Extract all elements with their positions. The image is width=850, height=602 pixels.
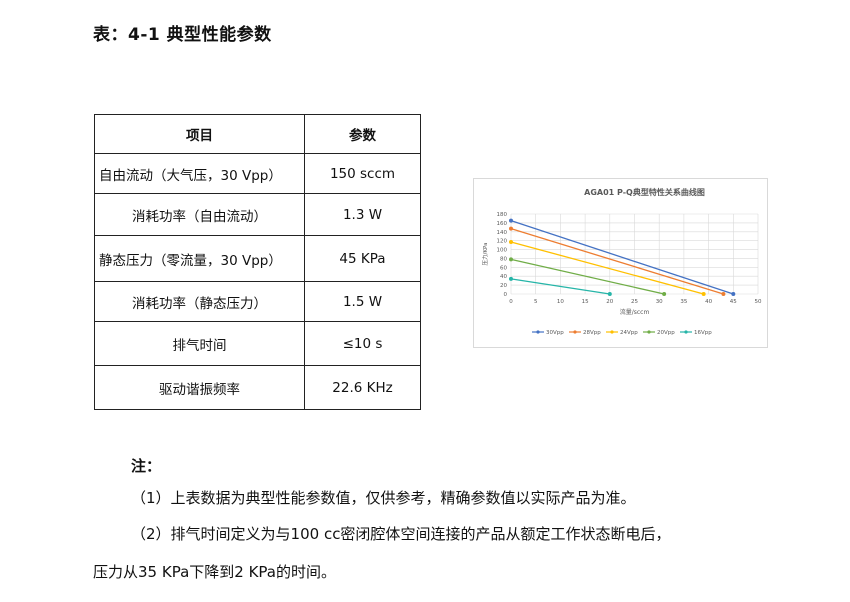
legend-marker xyxy=(536,330,540,334)
row-value: ≤10 s xyxy=(304,321,421,366)
row-value: 1.3 W xyxy=(304,193,421,236)
row-item: 排气时间 xyxy=(94,321,305,366)
chart-title: AGA01 P-Q典型特性关系曲线图 xyxy=(584,187,705,197)
legend-entry: 20Vpp xyxy=(657,330,675,336)
row-item: 驱动谐振频率 xyxy=(94,365,305,410)
x-tick-label: 25 xyxy=(631,299,638,305)
row-value: 45 KPa xyxy=(304,235,421,282)
x-tick-label: 40 xyxy=(705,299,712,305)
notes-heading: 注： xyxy=(131,457,162,475)
data-point xyxy=(607,292,612,296)
y-tick-label: 60 xyxy=(500,265,507,271)
table-row: 驱动谐振频率 22.6 KHz xyxy=(94,365,421,410)
header-item: 项目 xyxy=(94,114,305,154)
row-item: 自由流动（大气压，30 Vpp） xyxy=(94,153,305,194)
data-point xyxy=(731,292,736,296)
y-tick-label: 140 xyxy=(497,230,508,236)
x-tick-label: 0 xyxy=(509,299,513,305)
legend-entry: 16Vpp xyxy=(694,330,712,336)
row-value: 150 sccm xyxy=(304,153,421,194)
legend-marker xyxy=(573,330,577,334)
row-value: 22.6 KHz xyxy=(304,365,421,410)
table-row: 消耗功率（自由流动） 1.3 W xyxy=(94,193,421,236)
data-point xyxy=(509,218,513,223)
data-point xyxy=(509,257,513,262)
table-header-row: 项目 参数 xyxy=(94,114,421,154)
x-tick-label: 5 xyxy=(534,299,538,305)
table-row: 自由流动（大气压，30 Vpp） 150 sccm xyxy=(94,153,421,194)
performance-table: 项目 参数 自由流动（大气压，30 Vpp） 150 sccm 消耗功率（自由流… xyxy=(94,114,421,410)
legend-marker xyxy=(610,330,614,334)
data-point xyxy=(509,226,513,231)
note-line-2: （2）排气时间定义为与100 cc密闭腔体空间连接的产品从额定工作状态断电后， xyxy=(131,525,671,543)
y-tick-label: 120 xyxy=(497,239,508,245)
pq-chart-svg: AGA01 P-Q典型特性关系曲线图0204060801001201401601… xyxy=(481,187,762,336)
legend-entry: 24Vpp xyxy=(620,330,638,336)
y-tick-label: 180 xyxy=(497,212,508,218)
data-point xyxy=(509,240,513,244)
data-point xyxy=(662,292,667,296)
data-point xyxy=(509,276,513,281)
series-line xyxy=(510,258,665,295)
y-tick-label: 0 xyxy=(504,292,508,298)
y-tick-label: 20 xyxy=(500,283,507,289)
row-value: 1.5 W xyxy=(304,281,421,322)
legend-marker xyxy=(684,330,688,334)
row-item: 静态压力（零流量，30 Vpp） xyxy=(94,235,305,282)
legend-marker xyxy=(647,330,651,334)
row-item: 消耗功率（自由流动） xyxy=(94,193,305,236)
note-line-1: （1）上表数据为典型性能参数值，仅供参考，精确参数值以实际产品为准。 xyxy=(131,489,636,507)
y-tick-label: 80 xyxy=(500,256,507,262)
x-tick-label: 35 xyxy=(680,299,687,305)
series-line xyxy=(510,278,610,295)
x-tick-label: 15 xyxy=(582,299,589,305)
legend-entry: 28Vpp xyxy=(583,330,601,336)
table-row: 消耗功率（静态压力） 1.5 W xyxy=(94,281,421,322)
table-title: 表：4-1 典型性能参数 xyxy=(93,25,272,45)
legend-entry: 30Vpp xyxy=(546,330,564,336)
data-point xyxy=(701,292,706,296)
x-tick-label: 10 xyxy=(557,299,564,305)
header-value: 参数 xyxy=(304,114,421,154)
y-axis-label: 压力/KPa xyxy=(481,243,489,266)
pq-chart: AGA01 P-Q典型特性关系曲线图 0 20 40 60 80 100 120 140 160 1… xyxy=(473,178,768,348)
y-tick-label: 160 xyxy=(497,221,508,227)
series-line xyxy=(510,228,724,295)
x-tick-label: 45 xyxy=(730,299,737,305)
x-tick-label: 50 xyxy=(755,299,762,305)
series-line xyxy=(510,241,704,295)
note-line-3: 压力从35 KPa下降到2 KPa的时间。 xyxy=(93,563,336,581)
data-point xyxy=(721,292,726,296)
row-item: 消耗功率（静态压力） xyxy=(94,281,305,322)
table-row: 排气时间 ≤10 s xyxy=(94,321,421,366)
series-line xyxy=(510,220,734,295)
y-tick-label: 40 xyxy=(500,274,507,280)
x-tick-label: 30 xyxy=(656,299,663,305)
table-row: 静态压力（零流量，30 Vpp） 45 KPa xyxy=(94,235,421,282)
y-tick-label: 100 xyxy=(497,248,508,254)
x-tick-label: 20 xyxy=(606,299,613,305)
x-axis-label: 流量/sccm xyxy=(620,308,650,316)
